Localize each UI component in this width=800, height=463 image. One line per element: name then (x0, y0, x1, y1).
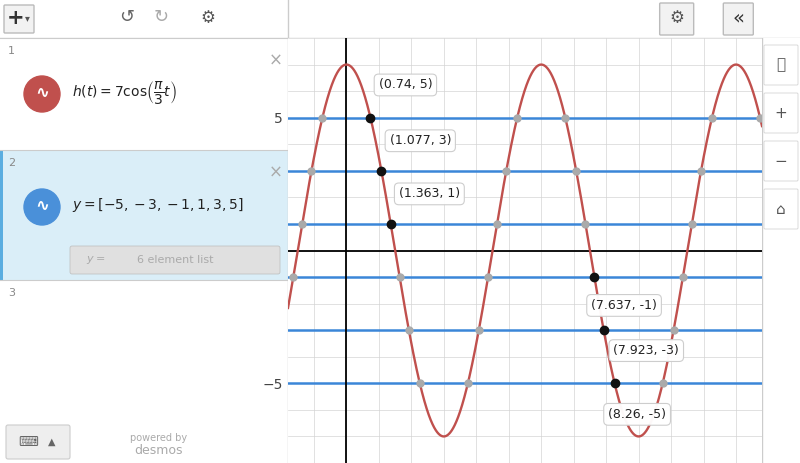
Text: ×: × (269, 52, 283, 70)
FancyBboxPatch shape (764, 141, 798, 181)
Text: −: − (774, 154, 787, 169)
Text: desmos: desmos (134, 444, 182, 457)
Text: 6 element list: 6 element list (137, 255, 214, 265)
Text: ⌨: ⌨ (18, 435, 38, 449)
FancyBboxPatch shape (4, 5, 34, 33)
Text: 1: 1 (8, 46, 15, 56)
Text: $y = [-5,-3,-1,1,3,5]$: $y = [-5,-3,-1,1,3,5]$ (72, 196, 243, 214)
Text: (7.637, -1): (7.637, -1) (591, 299, 657, 312)
Text: ↺: ↺ (119, 8, 134, 26)
FancyBboxPatch shape (70, 246, 280, 274)
Text: (1.363, 1): (1.363, 1) (399, 188, 460, 200)
Text: (8.26, -5): (8.26, -5) (608, 408, 666, 421)
Text: (7.923, -3): (7.923, -3) (614, 344, 679, 357)
Text: ⌂: ⌂ (776, 201, 786, 217)
Text: powered by: powered by (130, 433, 187, 443)
Text: ▲: ▲ (48, 437, 56, 447)
Text: ⚙: ⚙ (200, 9, 214, 27)
Bar (0, 150, 3, 280)
Text: $h(t) = 7\cos\!\left(\dfrac{\pi}{3}t\right)$: $h(t) = 7\cos\!\left(\dfrac{\pi}{3}t\rig… (72, 79, 177, 106)
Text: «: « (732, 9, 744, 28)
Text: 2: 2 (8, 158, 15, 168)
Bar (0, 150, 288, 280)
FancyBboxPatch shape (6, 425, 70, 459)
FancyBboxPatch shape (660, 3, 694, 35)
Text: 🔧: 🔧 (777, 57, 786, 73)
Text: ∿: ∿ (35, 197, 49, 215)
Text: ×: × (269, 164, 283, 182)
Circle shape (24, 76, 60, 112)
Text: ∿: ∿ (35, 84, 49, 102)
Text: +: + (774, 106, 787, 120)
FancyBboxPatch shape (723, 3, 754, 35)
FancyBboxPatch shape (764, 189, 798, 229)
Text: ⚙: ⚙ (670, 9, 684, 27)
Text: +: + (7, 8, 25, 28)
Text: (0.74, 5): (0.74, 5) (378, 78, 432, 92)
Text: $y =$: $y =$ (86, 254, 106, 266)
Text: ▾: ▾ (25, 13, 30, 23)
Text: ↻: ↻ (154, 8, 169, 26)
Text: (1.077, 3): (1.077, 3) (390, 134, 451, 147)
Circle shape (24, 189, 60, 225)
FancyBboxPatch shape (764, 45, 798, 85)
FancyBboxPatch shape (764, 93, 798, 133)
Text: 3: 3 (8, 288, 15, 298)
